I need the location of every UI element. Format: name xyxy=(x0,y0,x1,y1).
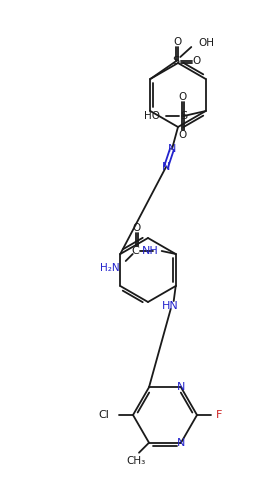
Text: F: F xyxy=(216,410,222,420)
Text: N: N xyxy=(168,144,176,154)
Text: O: O xyxy=(179,130,187,140)
Text: O: O xyxy=(179,92,187,102)
Text: HO: HO xyxy=(144,111,160,121)
Text: CH₃: CH₃ xyxy=(126,456,146,466)
Text: N: N xyxy=(177,437,185,448)
Text: O: O xyxy=(132,223,141,233)
Text: HN: HN xyxy=(162,301,179,311)
Text: O: O xyxy=(192,56,200,66)
Text: N: N xyxy=(162,162,170,172)
Text: Cl: Cl xyxy=(98,410,109,420)
Text: N: N xyxy=(177,382,185,392)
Text: OH: OH xyxy=(198,38,214,48)
Text: S: S xyxy=(180,111,187,121)
Text: NH: NH xyxy=(142,246,159,256)
Text: O: O xyxy=(173,37,182,47)
Text: C: C xyxy=(132,246,140,256)
Text: S: S xyxy=(173,56,180,66)
Text: H₂N: H₂N xyxy=(100,263,120,273)
